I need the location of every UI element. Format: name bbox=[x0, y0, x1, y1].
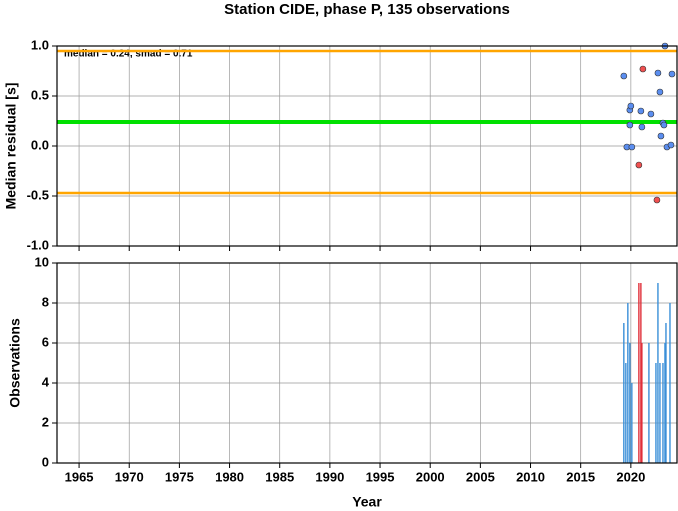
point bbox=[639, 65, 647, 73]
x-tick-label: 2005 bbox=[466, 469, 495, 484]
bar bbox=[659, 363, 661, 463]
bar bbox=[625, 363, 627, 463]
y-tick-label: 1.0 bbox=[31, 37, 49, 52]
y-axis-label: Observations bbox=[7, 318, 23, 408]
point bbox=[667, 141, 675, 149]
y-tick-label: 0.5 bbox=[31, 87, 49, 102]
x-tick-label: 1975 bbox=[165, 469, 194, 484]
point bbox=[637, 107, 645, 115]
bar bbox=[623, 323, 625, 463]
point bbox=[654, 69, 662, 77]
point bbox=[647, 110, 655, 118]
plot-frame bbox=[56, 45, 678, 247]
x-tick-label: 1980 bbox=[215, 469, 244, 484]
annotation: median = 0.24, smad = 0.71 bbox=[64, 49, 193, 60]
y-tick-label: -0.5 bbox=[27, 187, 49, 202]
y-tick-label: 0 bbox=[42, 454, 49, 469]
chart-title: Station CIDE, phase P, 135 observations bbox=[224, 1, 510, 18]
bar bbox=[655, 363, 657, 463]
x-tick-label: 1985 bbox=[265, 469, 294, 484]
point bbox=[657, 132, 665, 140]
bar bbox=[648, 343, 650, 463]
point bbox=[627, 102, 635, 110]
y-tick-label: 0.0 bbox=[31, 137, 49, 152]
point bbox=[656, 88, 664, 96]
point bbox=[660, 121, 668, 129]
y-tick-label: 2 bbox=[42, 414, 49, 429]
bar bbox=[640, 283, 642, 463]
bar bbox=[664, 343, 666, 463]
x-tick-label: 2015 bbox=[566, 469, 595, 484]
y-axis-label: Median residual [s] bbox=[3, 83, 19, 210]
x-axis-label: Year bbox=[352, 494, 382, 510]
plot-frame bbox=[56, 262, 678, 464]
bar bbox=[629, 343, 631, 463]
x-tick-label: 2000 bbox=[416, 469, 445, 484]
x-tick-label: 1965 bbox=[65, 469, 94, 484]
x-tick-label: 1970 bbox=[115, 469, 144, 484]
x-tick-label: 1990 bbox=[315, 469, 344, 484]
bar bbox=[669, 303, 671, 463]
point bbox=[668, 70, 676, 78]
y-tick-label: 4 bbox=[42, 374, 50, 389]
point bbox=[626, 121, 634, 129]
point bbox=[653, 196, 661, 204]
bar bbox=[665, 323, 667, 463]
point bbox=[628, 143, 636, 151]
bar bbox=[641, 343, 643, 463]
x-tick-label: 2010 bbox=[516, 469, 545, 484]
y-tick-label: 8 bbox=[42, 294, 49, 309]
point bbox=[638, 123, 646, 131]
bar bbox=[638, 283, 640, 463]
bar bbox=[627, 303, 629, 463]
y-tick-label: -1.0 bbox=[27, 237, 49, 252]
bar bbox=[657, 283, 659, 463]
y-tick-label: 6 bbox=[42, 334, 49, 349]
x-tick-label: 1995 bbox=[366, 469, 395, 484]
y-tick-label: 10 bbox=[35, 254, 49, 269]
bar bbox=[631, 383, 633, 463]
point bbox=[635, 161, 643, 169]
bar bbox=[662, 363, 664, 463]
point bbox=[620, 72, 628, 80]
x-tick-label: 2020 bbox=[616, 469, 645, 484]
